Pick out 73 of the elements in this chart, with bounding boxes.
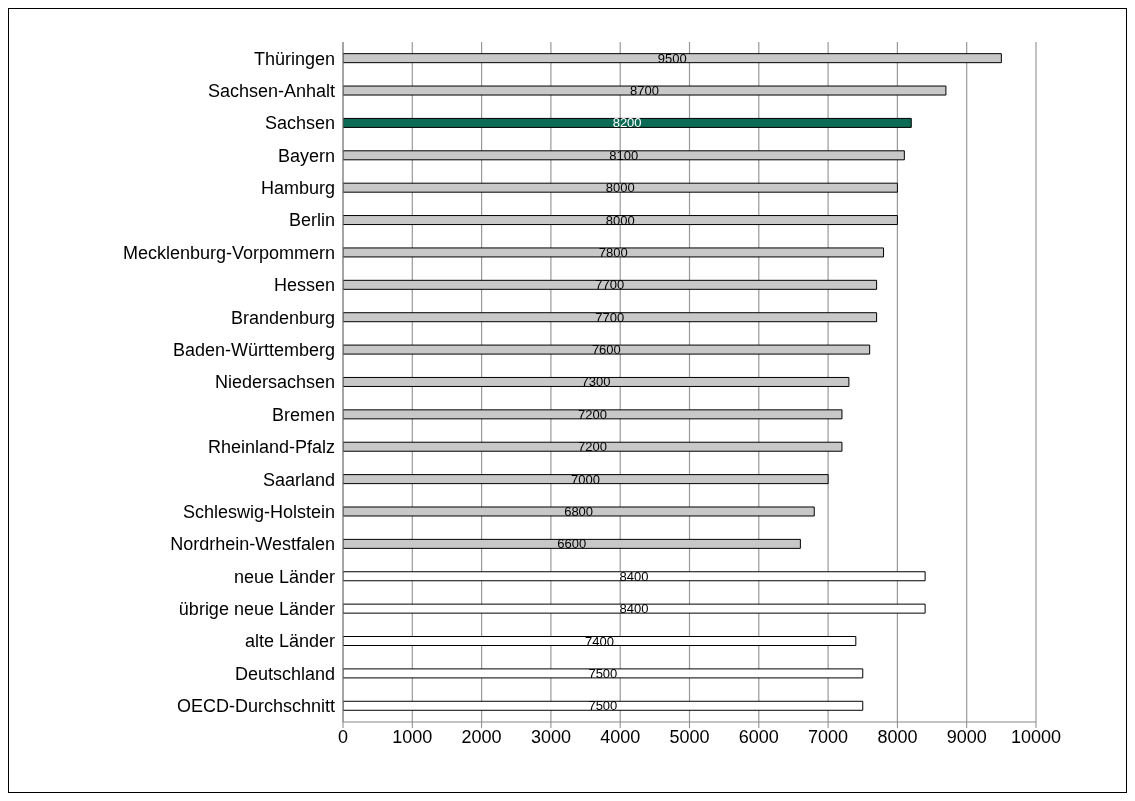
y-tick-label: Rheinland-Pfalz	[207, 437, 335, 458]
x-tick-label: 4000	[600, 726, 641, 747]
y-tick-label: Bremen	[271, 404, 335, 425]
bar	[343, 150, 905, 161]
x-tick-label: 2000	[461, 726, 502, 747]
data-label: 7700	[595, 277, 625, 293]
bar	[343, 117, 912, 128]
bar	[343, 182, 898, 193]
data-label: 7500	[588, 698, 618, 714]
y-tick-label: Hamburg	[260, 178, 335, 199]
y-tick-label: OECD-Durchschnitt	[176, 696, 335, 717]
y-tick-label: Deutschland	[234, 663, 335, 684]
data-label: 7000	[571, 471, 601, 487]
data-label: 8700	[629, 83, 659, 99]
data-label: 8100	[609, 147, 639, 163]
bar	[343, 700, 864, 711]
data-label: 8200	[612, 115, 642, 131]
bar	[343, 279, 878, 290]
bar	[343, 668, 864, 679]
bar	[343, 441, 843, 452]
x-tick-label: 3000	[530, 726, 571, 747]
y-tick-label: Baden-Württemberg	[172, 340, 335, 361]
y-tick-label: Berlin	[288, 210, 335, 231]
y-tick-label: Hessen	[273, 275, 335, 296]
x-tick-label: 8000	[877, 726, 918, 747]
bar	[343, 312, 878, 323]
bar	[343, 506, 815, 517]
bar	[343, 376, 850, 387]
bar	[343, 474, 829, 485]
y-tick-label: neue Länder	[233, 566, 335, 587]
data-label: 7200	[578, 439, 607, 455]
y-tick-label: alte Länder	[244, 631, 335, 652]
x-tick-label: 6000	[738, 726, 779, 747]
data-label: 7600	[591, 342, 621, 358]
data-label: 7300	[581, 374, 611, 390]
y-tick-label: Bayern	[277, 145, 335, 166]
data-label: 7800	[598, 244, 628, 260]
bar	[343, 85, 947, 96]
bar	[343, 409, 843, 420]
y-tick-label: Thüringen	[253, 48, 335, 69]
y-tick-label: Niedersachsen	[214, 372, 335, 393]
y-tick-label: Sachsen	[264, 113, 335, 134]
y-tick-label: übrige neue Länder	[178, 599, 335, 620]
x-tick-label: 9000	[946, 726, 987, 747]
y-tick-label: Sachsen-Anhalt	[207, 80, 335, 101]
data-label: 6800	[564, 503, 594, 519]
bar	[343, 53, 1002, 64]
data-label: 8400	[619, 601, 649, 617]
data-label: 6600	[557, 536, 587, 552]
bar	[343, 538, 801, 549]
bar	[343, 344, 871, 355]
y-tick-label: Schleswig-Holstein	[182, 501, 335, 522]
data-label: 7700	[595, 309, 625, 325]
y-tick-label: Nordrhein-Westfalen	[170, 534, 335, 555]
x-tick-label: 7000	[808, 726, 849, 747]
bar	[343, 603, 926, 614]
y-tick-label: Mecklenburg-Vorpommern	[122, 242, 335, 263]
data-label: 7500	[588, 665, 618, 681]
y-tick-label: Saarland	[262, 469, 335, 490]
x-tick-label: 5000	[669, 726, 710, 747]
x-tick-label: 1000	[392, 726, 433, 747]
y-tick-label: Brandenburg	[230, 307, 335, 328]
bar	[343, 215, 898, 226]
data-label: 7200	[578, 406, 607, 422]
data-label: 8400	[619, 568, 649, 584]
bar	[343, 571, 926, 582]
data-label: 8000	[605, 212, 635, 228]
bar	[343, 247, 885, 258]
data-label: 9500	[657, 50, 687, 66]
x-tick-label: 10000	[1010, 726, 1062, 747]
data-label: 8000	[605, 180, 635, 196]
bar	[343, 636, 857, 647]
x-tick-label: 0	[337, 726, 349, 747]
